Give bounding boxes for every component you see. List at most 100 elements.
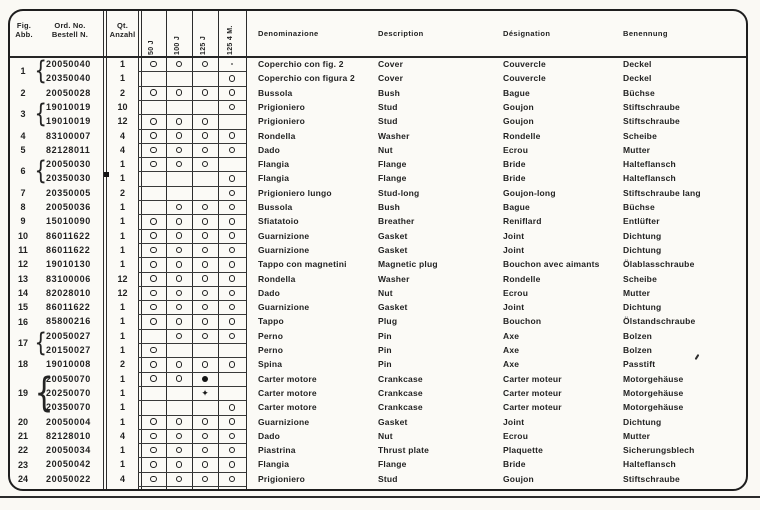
fitted-circle-mark xyxy=(228,146,236,154)
model-fit-cell xyxy=(195,200,215,214)
fitted-circle-mark xyxy=(201,318,209,325)
model-fit-cell xyxy=(144,272,164,286)
fitted-circle-mark xyxy=(150,232,157,239)
name-description: Gasket xyxy=(378,416,408,427)
model-fit-cell xyxy=(195,329,215,343)
name-denominazione: Guarnizione xyxy=(258,416,310,427)
model-fit-cell xyxy=(222,57,242,71)
model-grid-line xyxy=(138,443,246,445)
name-description: Nut xyxy=(378,287,393,298)
name-designation: Bride xyxy=(503,159,526,170)
name-description: Crankcase xyxy=(378,402,423,413)
model-fit-cell xyxy=(222,457,242,471)
quantity: 1 xyxy=(119,459,125,470)
fitted-circle-mark xyxy=(150,461,157,468)
model-fit-cell xyxy=(169,286,189,300)
fitted-circle-mark xyxy=(175,318,183,325)
order-number: 19010019 xyxy=(46,116,91,127)
name-designation: Carter moteur xyxy=(503,373,562,384)
model-fit-cell xyxy=(195,71,215,85)
fitted-circle-mark xyxy=(228,246,236,254)
model-fit-cell xyxy=(169,429,189,443)
fitted-circle-mark xyxy=(201,332,209,340)
model-fit-cell xyxy=(144,100,164,114)
model-grid-line xyxy=(138,142,246,144)
model-fit-cell xyxy=(169,472,189,486)
fitted-circle-mark xyxy=(228,461,236,468)
table-row: 5 82128011 4 Dado Nut Ecrou Mutter xyxy=(10,143,746,157)
order-number: 20050004 xyxy=(46,416,91,427)
model-fit-cell xyxy=(169,314,189,328)
table-row: 20350040 1 Coperchio con figura 2 Cover Couv… xyxy=(10,71,746,85)
name-designation: Couvercle xyxy=(503,59,546,69)
fitted-circle-mark xyxy=(228,361,236,368)
fitted-circle-mark xyxy=(150,275,157,282)
fitted-circle-mark xyxy=(150,160,157,168)
fitted-circle-mark xyxy=(175,475,183,483)
fitted-circle-mark xyxy=(150,289,157,297)
model-fit-cell xyxy=(222,429,242,443)
name-benennung: Bolzen xyxy=(623,330,653,341)
name-denominazione: Piastrina xyxy=(258,445,296,456)
model-grid-line xyxy=(138,71,246,73)
order-number: 20050070 xyxy=(46,373,91,384)
model-fit-cell xyxy=(222,229,242,243)
model-fit-cell xyxy=(169,71,189,85)
model-grid-line xyxy=(138,185,246,187)
model-fit-cell xyxy=(144,86,164,100)
name-denominazione: Tappo con magnetini xyxy=(258,259,347,270)
model-fit-cell xyxy=(144,415,164,429)
name-denominazione: Prigioniero xyxy=(258,116,306,127)
fitted-circle-mark xyxy=(175,261,183,268)
model-grid-line xyxy=(138,457,246,459)
model-fit-cell xyxy=(222,114,242,128)
fitted-circle-mark xyxy=(228,103,236,111)
table-row: 7 20350005 2 Prigioniero lungo Stud-long Gouj… xyxy=(10,186,746,200)
fitted-circle-mark xyxy=(150,261,157,268)
fitted-circle-mark xyxy=(228,189,236,197)
model-fit-cell xyxy=(195,257,215,271)
fig-number: 22 xyxy=(17,445,28,456)
order-number: 20150027 xyxy=(46,345,91,355)
fig-number: 11 xyxy=(18,245,28,256)
name-description: Plug xyxy=(378,316,398,327)
model-fit-cell xyxy=(169,443,189,457)
name-benennung: Dichtung xyxy=(623,416,662,427)
model-fit-cell xyxy=(195,243,215,257)
quantity: 2 xyxy=(119,187,125,198)
model-fit-cell xyxy=(195,57,215,71)
fig-number: 12 xyxy=(17,259,28,270)
model-fit-cell xyxy=(195,286,215,300)
name-designation: Joint xyxy=(503,244,525,255)
quantity: 1 xyxy=(119,316,125,327)
order-number: 20050034 xyxy=(46,445,91,456)
fig-number: 23 xyxy=(17,459,28,470)
name-description: Crankcase xyxy=(378,387,423,398)
fitted-circle-mark xyxy=(175,89,183,96)
divider-qty-models-a xyxy=(138,11,139,489)
quantity: 1 xyxy=(119,202,125,212)
table-row: 14 82028010 12 Dado Nut Ecrou Mutter xyxy=(10,286,746,300)
name-benennung: Motorgehäuse xyxy=(623,373,684,384)
fitted-circle-mark xyxy=(201,60,209,68)
model-fit-cell xyxy=(169,272,189,286)
fitted-circle-mark xyxy=(201,132,209,139)
name-benennung: Scheibe xyxy=(623,273,657,284)
model-fit-cell xyxy=(195,300,215,314)
order-number: 20050027 xyxy=(46,330,91,341)
model-fit-cell xyxy=(169,129,189,143)
order-number: 20350070 xyxy=(46,402,91,413)
order-number: 86011622 xyxy=(46,244,91,255)
model-grid-line xyxy=(138,128,246,130)
model-fit-cell xyxy=(144,186,164,200)
order-number: 20350040 xyxy=(46,73,91,84)
model-fit-cell xyxy=(169,457,189,471)
fitted-circle-mark xyxy=(150,346,157,354)
order-number: 82128011 xyxy=(46,144,91,155)
model-grid-line xyxy=(138,242,246,244)
fitted-circle-mark xyxy=(150,146,157,154)
quantity: 1 xyxy=(119,216,125,227)
model-fit-cell xyxy=(195,129,215,143)
model-grid-line xyxy=(138,371,246,373)
